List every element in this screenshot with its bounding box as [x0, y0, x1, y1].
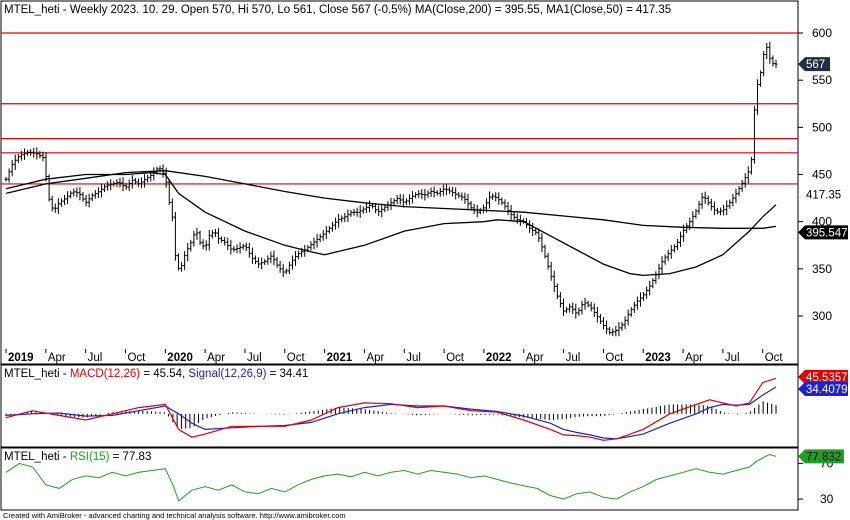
rsi-header: MTEL_heti - RSI(15) = 77.83 — [4, 451, 151, 463]
price-value-tags: 567 417.35 395.547 — [798, 57, 848, 240]
price-y-tick-label: 300 — [812, 309, 832, 323]
footer-credit: Created with AmiBroker - advanced charti… — [3, 511, 346, 520]
time-axis-label: Oct — [287, 352, 306, 364]
signal-header-label: Signal(12,26,9) — [188, 368, 266, 380]
time-axis-label: Jul — [566, 352, 581, 364]
ma200-tag-bg — [798, 225, 848, 240]
price-panel-frame — [0, 0, 799, 365]
close-price-tag-bg — [798, 57, 830, 72]
price-y-tick-label: 350 — [812, 262, 832, 276]
time-axis-label: Oct — [446, 352, 465, 364]
time-axis-label: Jul — [247, 352, 262, 364]
price-header: MTEL_heti - Weekly 2023. 10. 29. Open 57… — [4, 4, 671, 16]
ma50-line — [5, 171, 777, 277]
rsi-panel-frame — [0, 447, 799, 511]
macd-header-value: = 45.54, — [140, 368, 188, 380]
rsi-tag-bg — [798, 449, 844, 464]
rsi-panel: MTEL_heti - RSI(15) = 77.83 3070 77.832 — [0, 447, 844, 511]
time-axis-label: 2020 — [167, 352, 193, 364]
rsi-line — [5, 453, 777, 502]
time-axis-label: Jul — [88, 352, 103, 364]
time-axis-label: Jul — [406, 352, 421, 364]
price-y-tick-label: 450 — [812, 168, 832, 182]
macd-histogram — [5, 401, 777, 430]
close-price-tag: 567 — [806, 59, 825, 71]
time-axis-label: 2019 — [8, 352, 34, 364]
signal-tag: 34.4079 — [806, 384, 848, 396]
time-axis-label: Apr — [526, 352, 544, 364]
macd-header-name: MTEL_heti - — [4, 368, 70, 380]
ma200-path — [5, 170, 777, 229]
price-y-tick-label: 400 — [812, 215, 832, 229]
time-axis-label: Jul — [725, 352, 740, 364]
price-y-tick-label: 550 — [812, 73, 832, 87]
price-panel: MTEL_heti - Weekly 2023. 10. 29. Open 57… — [0, 0, 848, 365]
macd-header-label: MACD(12,26) — [70, 368, 140, 380]
ma50-tag-bg — [798, 187, 844, 202]
rsi-y-tick-label: 30 — [820, 492, 834, 506]
macd-lines — [5, 377, 777, 441]
ma50-path — [5, 171, 777, 277]
ma200-line — [5, 170, 777, 229]
rsi-value-tags: 77.832 — [798, 449, 844, 464]
rsi-y-axis: 3070 — [798, 456, 834, 506]
rsi-header-label: RSI(15) — [70, 451, 110, 463]
rsi-tag: 77.832 — [806, 451, 841, 463]
price-y-tick-label: 500 — [812, 120, 832, 134]
macd-tag-bg — [798, 370, 848, 384]
time-axis-label: Oct — [127, 352, 146, 364]
time-axis-label: 2022 — [486, 352, 512, 364]
macd-tag: 45.5357 — [806, 372, 848, 384]
time-axis-label: Oct — [765, 352, 784, 364]
ma50-tag: 417.35 — [806, 190, 841, 202]
time-axis-label: Apr — [48, 352, 66, 364]
rsi-header-name: MTEL_heti - — [4, 451, 70, 463]
ma200-tag: 395.547 — [806, 227, 848, 239]
time-axis-label: Apr — [685, 352, 703, 364]
horizontal-lines — [1, 32, 798, 185]
signal-tag-bg — [798, 382, 848, 396]
time-axis-label: Oct — [605, 352, 624, 364]
price-y-axis: 300 350 400 450 500 550 600 — [798, 26, 832, 323]
macd-path — [5, 377, 777, 441]
time-axis-label: 2023 — [645, 352, 671, 364]
macd-panel: MTEL_heti - MACD(12,26) = 45.54, Signal(… — [0, 364, 848, 448]
price-y-tick-label: 600 — [812, 26, 832, 40]
time-axis-label: Apr — [207, 352, 225, 364]
macd-header: MTEL_heti - MACD(12,26) = 45.54, Signal(… — [4, 368, 308, 380]
rsi-path — [5, 453, 777, 502]
signal-header-value: = 34.41 — [266, 368, 308, 380]
time-axis-label: Apr — [366, 352, 384, 364]
time-axis: 2019 Apr Jul Oct 2020 Apr Jul Oct 2021 Apr Jul Oct 2… — [5, 349, 784, 364]
time-axis-label: 2021 — [327, 352, 353, 364]
price-bars — [4, 41, 778, 337]
rsi-header-value: = 77.83 — [109, 451, 151, 463]
